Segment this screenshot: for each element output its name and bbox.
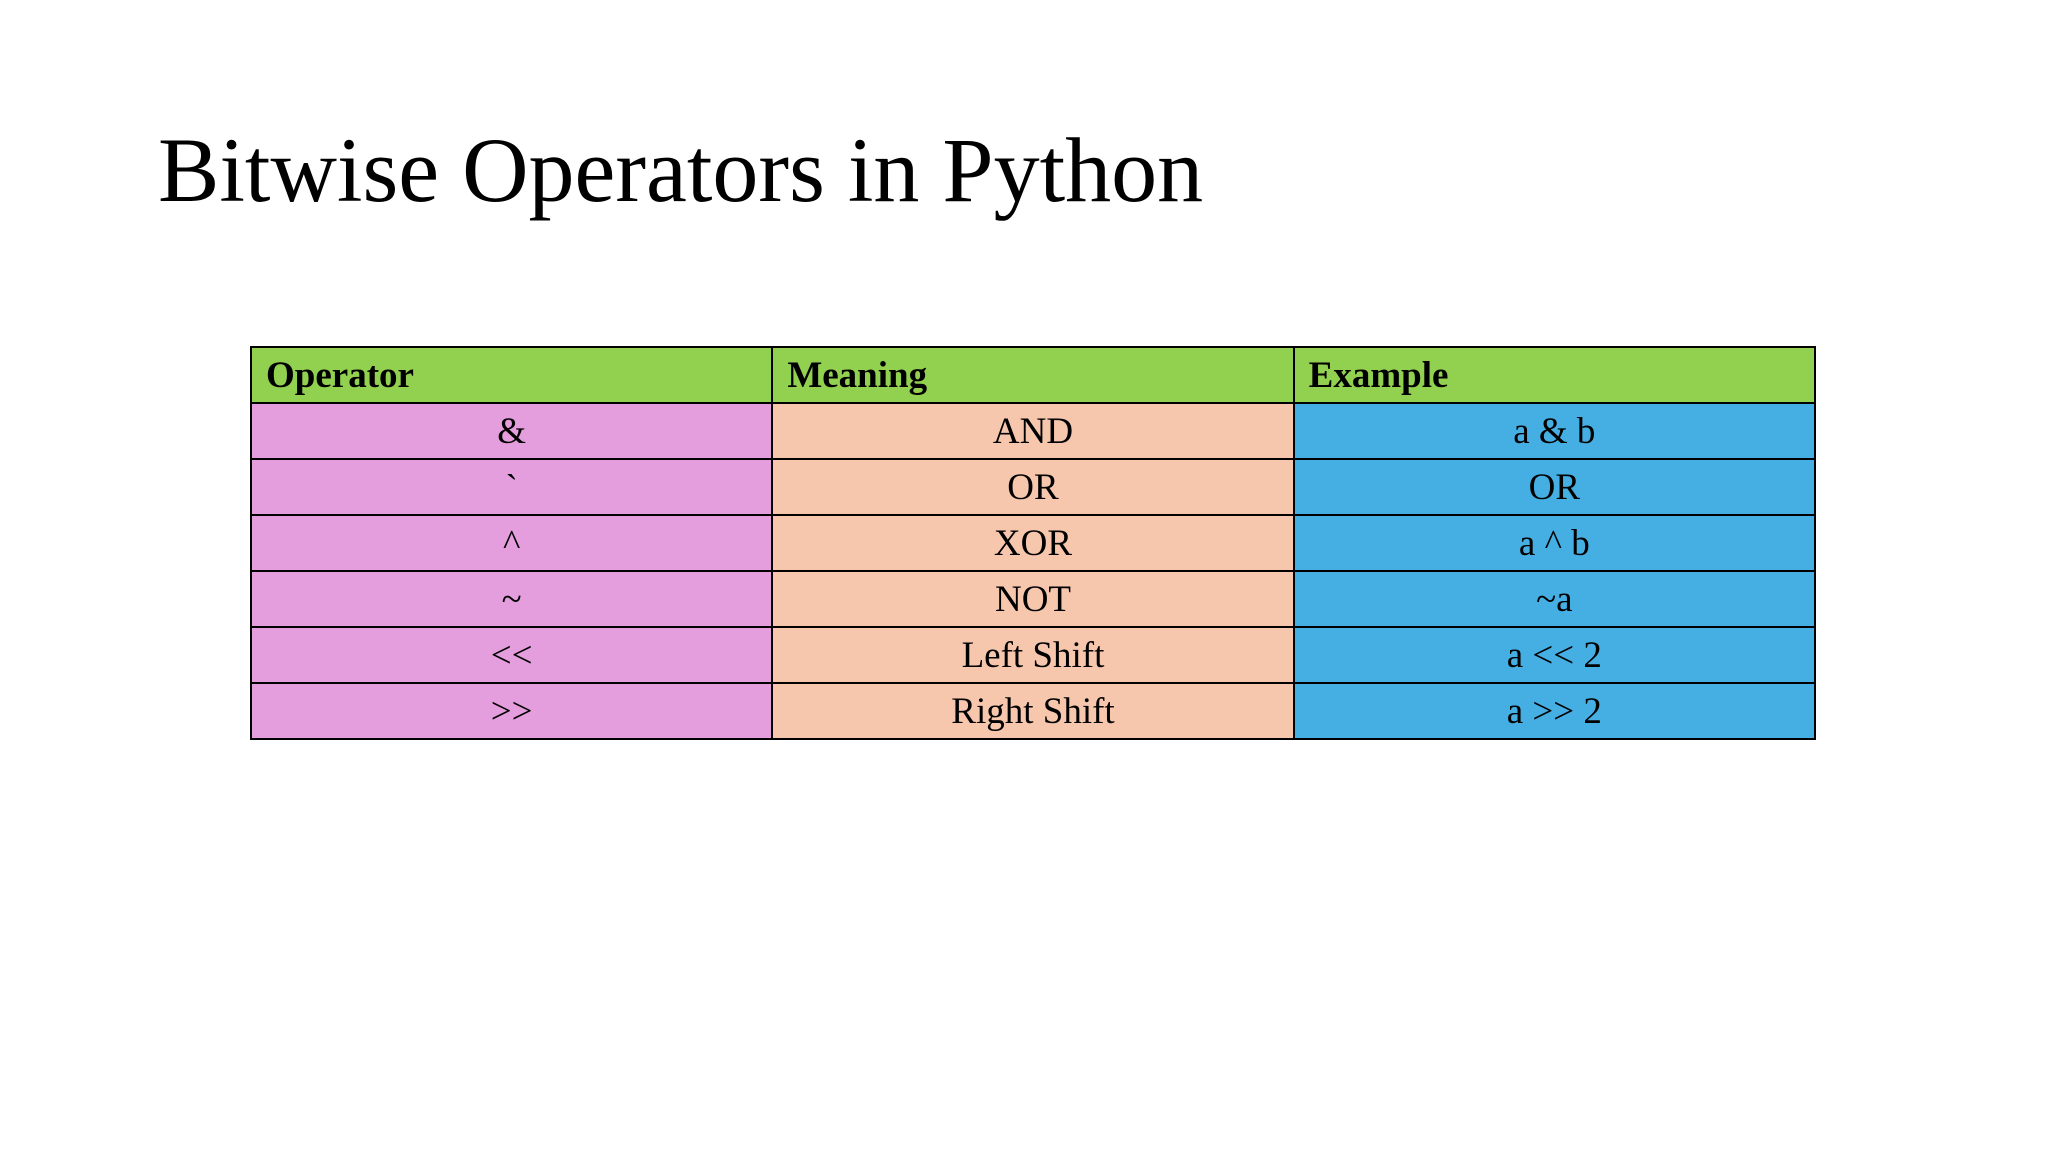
cell-operator: & [249, 402, 774, 460]
cell-operator: << [249, 626, 774, 684]
table-row: >> Right Shift a >> 2 [249, 682, 1817, 740]
cell-example: ~a [1292, 570, 1817, 628]
table-header-row: Operator Meaning Example [249, 346, 1817, 404]
cell-meaning: Right Shift [771, 682, 1295, 740]
cell-meaning: OR [771, 458, 1295, 516]
cell-example: OR [1292, 458, 1817, 516]
cell-operator: ~ [249, 570, 774, 628]
cell-operator: ` [249, 458, 774, 516]
cell-example: a >> 2 [1292, 682, 1817, 740]
cell-meaning: Left Shift [771, 626, 1295, 684]
cell-meaning: AND [771, 402, 1295, 460]
header-meaning: Meaning [771, 346, 1295, 404]
cell-meaning: XOR [771, 514, 1295, 572]
table-row: ` OR OR [249, 458, 1817, 516]
table-row: & AND a & b [249, 402, 1817, 460]
slide-title: Bitwise Operators in Python [158, 119, 1204, 221]
cell-example: a & b [1292, 402, 1817, 460]
cell-example: a << 2 [1292, 626, 1817, 684]
cell-example: a ^ b [1292, 514, 1817, 572]
operators-table: Operator Meaning Example & AND a & b ` O… [249, 346, 1817, 740]
cell-operator: ^ [249, 514, 774, 572]
header-operator: Operator [249, 346, 774, 404]
cell-operator: >> [249, 682, 774, 740]
table-row: ~ NOT ~a [249, 570, 1817, 628]
header-example: Example [1292, 346, 1817, 404]
cell-meaning: NOT [771, 570, 1295, 628]
table-row: ^ XOR a ^ b [249, 514, 1817, 572]
table-row: << Left Shift a << 2 [249, 626, 1817, 684]
